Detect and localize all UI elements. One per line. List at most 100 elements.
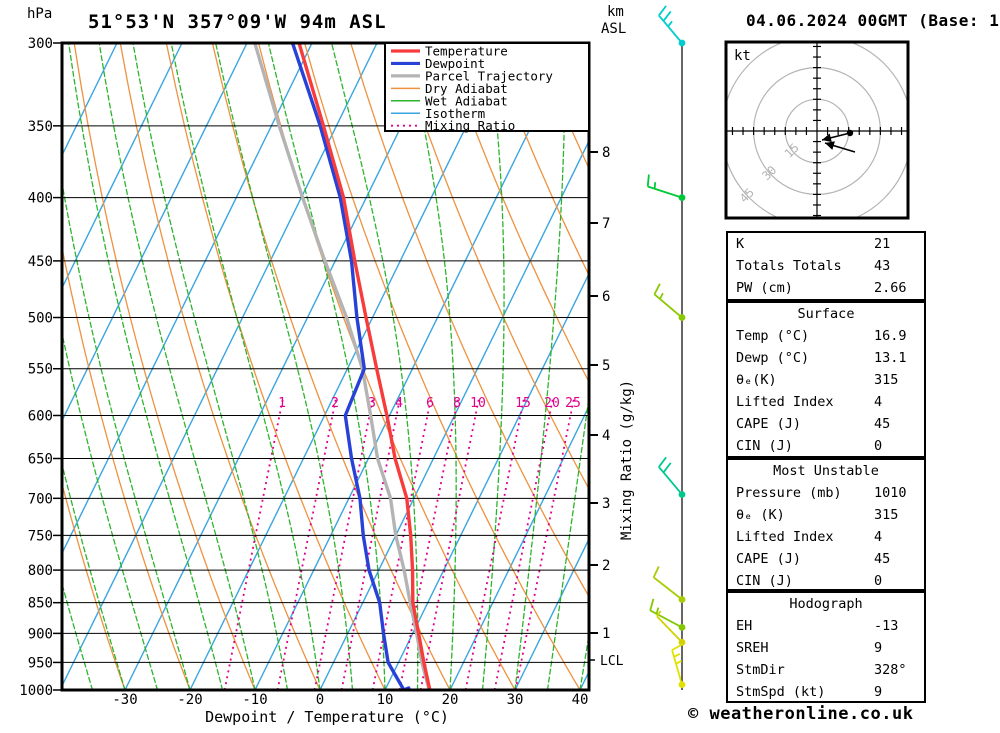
- indices-row: Totals Totals 43: [728, 255, 924, 277]
- indices-row: K 21: [728, 233, 924, 255]
- wind-barb-staff: [646, 5, 686, 690]
- plot-border: [60, 41, 591, 692]
- svg-text:kt: kt: [734, 48, 751, 64]
- surface-row: CIN (J) 0: [728, 435, 924, 457]
- wind-barb: [656, 610, 686, 646]
- sounding-curves: [253, 43, 432, 690]
- most-unstable-row: CIN (J) 0: [728, 570, 924, 592]
- most-unstable-title: Most Unstable: [773, 463, 879, 479]
- stat-label: Lifted Index: [736, 529, 834, 545]
- svg-text:Wet Adiabat: Wet Adiabat: [425, 93, 508, 108]
- wind-barb: [658, 456, 686, 498]
- svg-text:Mixing Ratio: Mixing Ratio: [425, 118, 515, 133]
- stat-value: 328°: [874, 662, 907, 678]
- most-unstable-row: Lifted Index 4: [728, 526, 924, 548]
- svg-text:Parcel Trajectory: Parcel Trajectory: [425, 68, 553, 83]
- height-axis-unit-asl: ASL: [601, 21, 627, 37]
- svg-text:450: 450: [28, 254, 53, 270]
- svg-text:8: 8: [602, 145, 610, 161]
- stat-label: Temp (°C): [736, 328, 810, 344]
- stat-label: Totals Totals: [736, 258, 842, 274]
- stat-box-most-unstable: Most Unstable Pressure (mb) 1010 θₑ (K) 315 L…: [726, 458, 926, 591]
- svg-text:900: 900: [28, 626, 53, 642]
- stat-label: θₑ(K): [736, 372, 777, 388]
- svg-text:-10: -10: [242, 692, 267, 708]
- temperature-axis: -30 -20 -10 0 10 20 30 40 Dewpoint / Temperature…: [112, 692, 588, 726]
- wind-barb: [671, 643, 686, 688]
- stat-label: Lifted Index: [736, 394, 834, 410]
- stat-value: 21: [874, 236, 891, 252]
- stat-label: StmDir: [736, 662, 785, 678]
- stat-value: 9: [874, 640, 883, 656]
- svg-text:25: 25: [565, 396, 581, 411]
- svg-text:4: 4: [602, 428, 610, 444]
- stat-label: PW (cm): [736, 280, 793, 296]
- stat-box-hodograph: Hodograph EH -13 SREH 9 StmDir 328° StmSpd (kt)…: [726, 591, 926, 703]
- stat-box-surface: Surface Temp (°C) 16.9 Dewp (°C) 13.1 θₑ(K) 31…: [726, 301, 926, 458]
- svg-text:950: 950: [28, 655, 53, 671]
- most-unstable-row: θₑ (K) 315: [728, 504, 924, 526]
- stat-value: 4: [874, 529, 883, 545]
- stat-value: 4: [874, 394, 883, 410]
- stat-value: 45: [874, 416, 891, 432]
- stat-label: SREH: [736, 640, 769, 656]
- stat-label: CAPE (J): [736, 416, 802, 432]
- svg-text:Dry Adiabat: Dry Adiabat: [425, 81, 508, 96]
- svg-text:Dewpoint / Temperature (°C): Dewpoint / Temperature (°C): [205, 708, 449, 726]
- svg-text:1000: 1000: [19, 683, 53, 699]
- svg-text:600: 600: [28, 408, 53, 424]
- pressure-axis-unit: hPa: [27, 6, 53, 22]
- stat-value: 2.66: [874, 280, 907, 296]
- mixing-ratio-lines: [223, 396, 576, 690]
- svg-text:1: 1: [602, 626, 610, 642]
- mixing-ratio-axis-title: Mixing Ratio (g/kg): [619, 380, 635, 540]
- svg-text:3: 3: [602, 496, 610, 512]
- stat-value: 16.9: [874, 328, 907, 344]
- svg-text:800: 800: [28, 563, 53, 579]
- stat-value: 315: [874, 372, 899, 388]
- svg-text:5: 5: [602, 358, 610, 374]
- svg-text:300: 300: [28, 36, 53, 52]
- svg-text:LCL: LCL: [600, 654, 624, 669]
- svg-text:Dewpoint: Dewpoint: [425, 56, 485, 71]
- most-unstable-row: Pressure (mb) 1010: [728, 482, 924, 504]
- parcel-trajectory-curve: [253, 43, 431, 690]
- svg-text:4: 4: [395, 396, 403, 411]
- indices-row: PW (cm) 2.66: [728, 277, 924, 299]
- stat-label: CIN (J): [736, 438, 793, 454]
- svg-text:500: 500: [28, 311, 53, 327]
- svg-text:Isotherm: Isotherm: [425, 106, 485, 121]
- page-title: 51°53'N 357°09'W 94m ASL: [88, 11, 387, 33]
- temperature-curve: [297, 43, 432, 690]
- svg-text:400: 400: [28, 191, 53, 207]
- height-axis-unit-km: km: [607, 4, 624, 20]
- stat-value: -13: [874, 618, 899, 634]
- svg-text:Mixing Ratio (g/kg): Mixing Ratio (g/kg): [619, 380, 635, 540]
- wind-barb: [658, 5, 686, 47]
- stat-value: 1010: [874, 485, 907, 501]
- svg-text:6: 6: [602, 289, 610, 305]
- surface-row: CAPE (J) 45: [728, 413, 924, 435]
- svg-text:750: 750: [28, 528, 53, 544]
- stat-label: K: [736, 236, 745, 252]
- svg-text:3: 3: [368, 396, 376, 411]
- svg-text:1: 1: [278, 396, 286, 411]
- wind-barb: [653, 283, 686, 321]
- svg-text:7: 7: [602, 216, 610, 232]
- stat-value: 43: [874, 258, 891, 274]
- surface-title: Surface: [797, 306, 855, 322]
- svg-text:15: 15: [515, 396, 531, 411]
- svg-text:6: 6: [426, 396, 434, 411]
- svg-text:10: 10: [377, 692, 394, 708]
- stat-label: Dewp (°C): [736, 350, 810, 366]
- stat-label: Pressure (mb): [736, 485, 842, 501]
- stat-label: CIN (J): [736, 573, 793, 589]
- svg-text:20: 20: [544, 396, 560, 411]
- stat-label: CAPE (J): [736, 551, 802, 567]
- svg-text:-20: -20: [177, 692, 202, 708]
- svg-text:550: 550: [28, 362, 53, 378]
- stat-value: 9: [874, 684, 883, 700]
- surface-row: Dewp (°C) 13.1: [728, 347, 924, 369]
- svg-text:2: 2: [602, 558, 610, 574]
